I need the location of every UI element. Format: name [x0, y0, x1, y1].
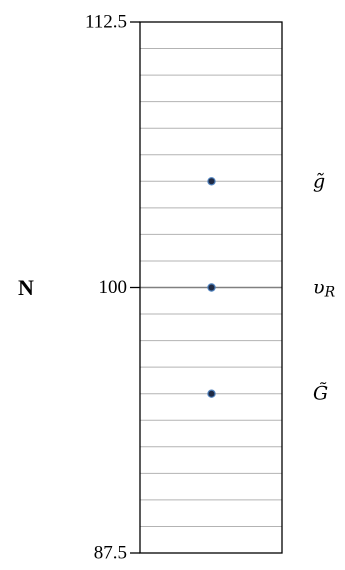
point-label: υR	[313, 277, 336, 301]
point-label: G̃	[313, 382, 328, 404]
data-point	[207, 283, 216, 292]
data-point	[207, 389, 216, 398]
point-labels: g̃ υR G̃	[313, 170, 336, 404]
y-tick-label: 87.5	[94, 543, 127, 564]
y-tick-label: 112.5	[85, 12, 127, 33]
point-label: g̃	[313, 170, 325, 192]
data-point	[207, 177, 216, 186]
y-axis-title: N	[18, 275, 34, 300]
y-tick-label: 100	[99, 277, 128, 298]
data-points	[207, 177, 216, 398]
y-axis-ticks: 112.5 100 87.5	[85, 12, 140, 564]
